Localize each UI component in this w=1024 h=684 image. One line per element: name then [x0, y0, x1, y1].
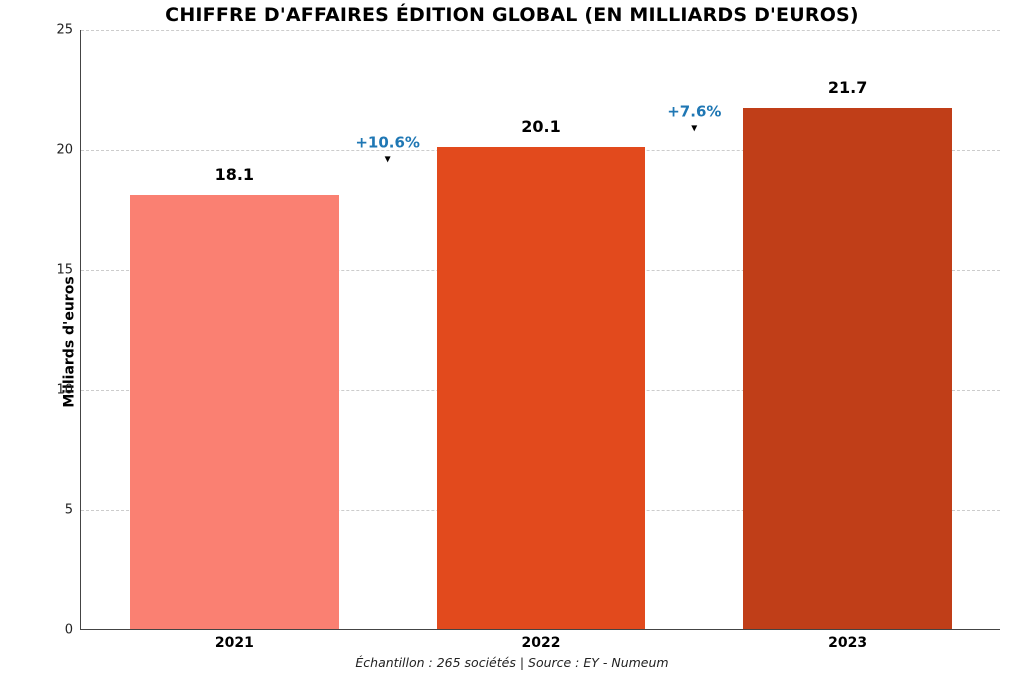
growth-annotation: +7.6% ▾ — [667, 104, 721, 133]
grid-line — [81, 30, 1000, 31]
y-tick-label: 5 — [65, 503, 73, 518]
bar-value-label: 20.1 — [521, 117, 560, 136]
triangle-down-icon: ▾ — [667, 121, 721, 133]
bar — [743, 108, 952, 629]
triangle-down-icon: ▾ — [355, 153, 420, 165]
chart-footer: Échantillon : 265 sociétés | Source : EY… — [0, 655, 1024, 670]
plot-area: 051015202518.1202120.1202221.72023+10.6%… — [80, 30, 1000, 630]
y-tick-label: 0 — [65, 623, 73, 638]
bar-value-label: 21.7 — [828, 78, 867, 97]
y-tick-label: 10 — [56, 383, 73, 398]
growth-annotation: +10.6% ▾ — [355, 136, 420, 165]
chart-title: CHIFFRE D'AFFAIRES ÉDITION GLOBAL (EN MI… — [0, 4, 1024, 26]
y-tick-label: 25 — [56, 23, 73, 38]
bar — [130, 195, 339, 629]
bar — [437, 147, 646, 629]
growth-text: +7.6% — [667, 104, 721, 119]
x-tick-label: 2023 — [828, 635, 867, 651]
growth-text: +10.6% — [355, 136, 420, 151]
x-tick-label: 2021 — [215, 635, 254, 651]
y-tick-label: 15 — [56, 263, 73, 278]
chart-figure: CHIFFRE D'AFFAIRES ÉDITION GLOBAL (EN MI… — [0, 0, 1024, 684]
y-tick-label: 20 — [56, 143, 73, 158]
bar-value-label: 18.1 — [215, 165, 254, 184]
x-tick-label: 2022 — [522, 635, 561, 651]
